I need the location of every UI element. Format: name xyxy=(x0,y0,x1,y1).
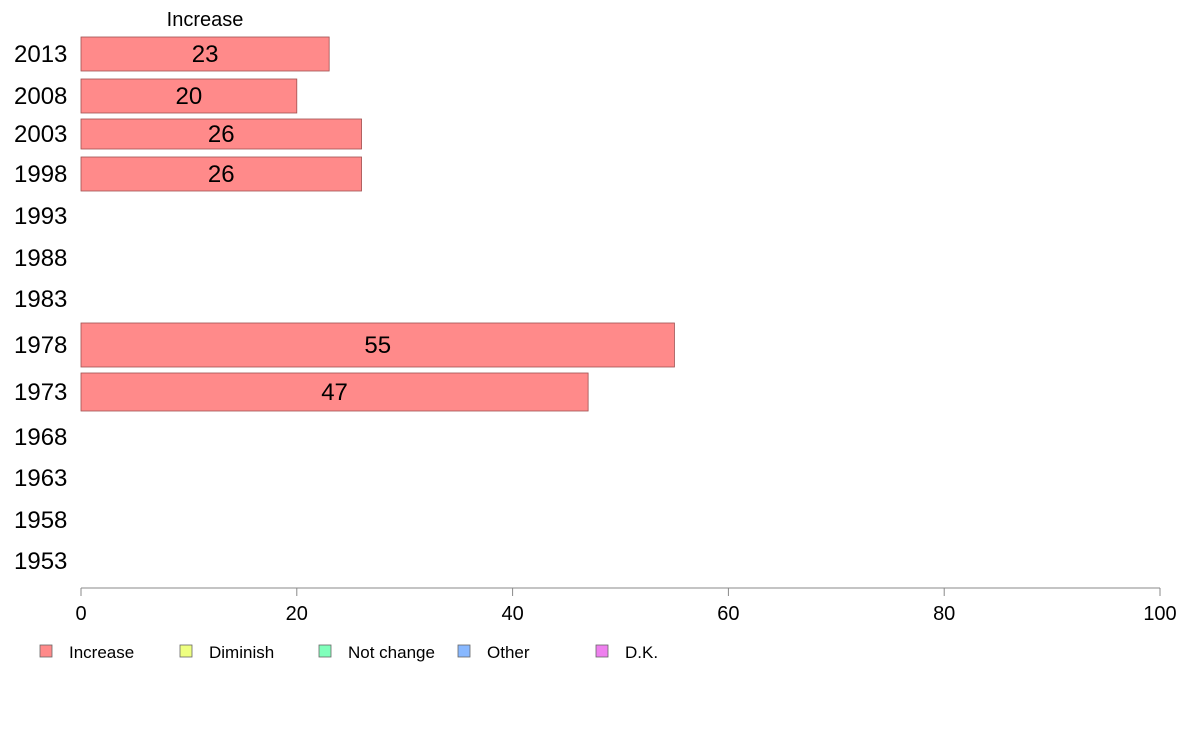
legend: Increase Diminish Not change Other D.K. xyxy=(39,643,658,662)
category-labels: 2013 2008 2003 1998 1993 1988 1983 1978 1973 1968… xyxy=(14,41,67,575)
category-label-1953: 1953 xyxy=(14,548,67,575)
legend-label-increase: Increase xyxy=(69,643,134,662)
value-label-1973: 47 xyxy=(321,379,348,406)
bar-increase-2008 xyxy=(80,78,298,114)
category-label-1993: 1993 xyxy=(14,203,67,230)
legend-swatch-increase xyxy=(39,644,53,658)
value-label-2013: 23 xyxy=(192,41,219,68)
legend-swatch-not-change xyxy=(318,644,332,658)
legend-label-diminish: Diminish xyxy=(209,643,274,662)
category-label-1968: 1968 xyxy=(14,424,67,451)
category-label-1988: 1988 xyxy=(14,245,67,272)
legend-label-other: Other xyxy=(487,643,530,662)
x-tick-label-100: 100 xyxy=(1143,603,1176,625)
category-label-1978: 1978 xyxy=(14,332,67,359)
bar-increase-1973 xyxy=(80,372,589,412)
x-axis-ticks: 0 20 40 60 80 100 xyxy=(75,588,1177,625)
legend-swatch-d-k xyxy=(595,644,609,658)
legend-label-not-change: Not change xyxy=(348,643,435,662)
x-tick-label-40: 40 xyxy=(501,603,523,625)
value-label-1978: 55 xyxy=(364,332,391,359)
column-header-increase: Increase xyxy=(167,9,244,31)
value-label-2008: 20 xyxy=(176,83,203,110)
bar-increase-2003 xyxy=(80,118,362,150)
category-label-1963: 1963 xyxy=(14,465,67,492)
legend-swatch-other xyxy=(457,644,471,658)
category-label-1958: 1958 xyxy=(14,507,67,534)
category-label-1998: 1998 xyxy=(14,161,67,188)
category-label-2008: 2008 xyxy=(14,83,67,110)
value-label-1998: 26 xyxy=(208,161,235,188)
bar-increase-1978 xyxy=(80,322,675,368)
category-label-2003: 2003 xyxy=(14,121,67,148)
x-tick-label-0: 0 xyxy=(75,603,86,625)
bar-increase-2013 xyxy=(80,36,330,72)
legend-label-d-k: D.K. xyxy=(625,643,658,662)
bars xyxy=(80,36,675,412)
x-tick-label-60: 60 xyxy=(717,603,739,625)
category-label-2013: 2013 xyxy=(14,41,67,68)
category-label-1973: 1973 xyxy=(14,379,67,406)
value-label-2003: 26 xyxy=(208,121,235,148)
bar-increase-1998 xyxy=(80,156,362,192)
legend-swatch-diminish xyxy=(179,644,193,658)
category-label-1983: 1983 xyxy=(14,286,67,313)
x-tick-label-20: 20 xyxy=(286,603,308,625)
x-tick-label-80: 80 xyxy=(933,603,955,625)
